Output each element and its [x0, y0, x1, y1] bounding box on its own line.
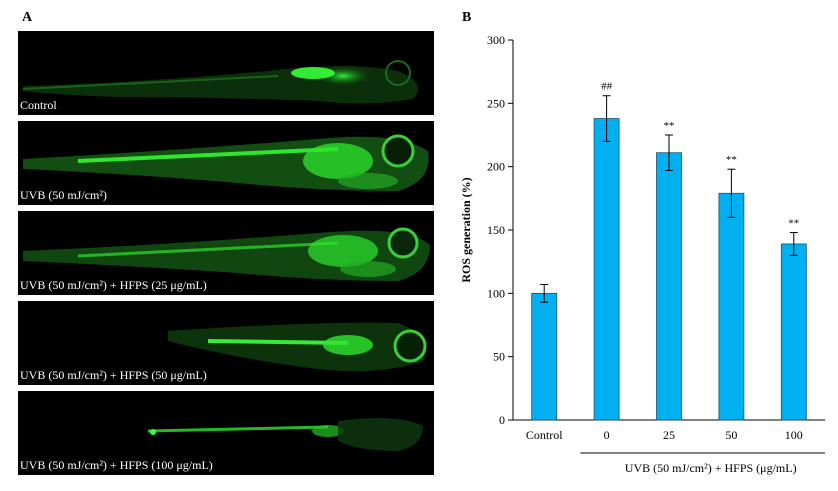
bar	[656, 152, 682, 421]
significance-label: ##	[601, 81, 613, 93]
bar	[780, 243, 807, 421]
x-tick-label: 100	[785, 428, 803, 442]
y-tick-label: 150	[487, 223, 505, 237]
fish-fluorescence-picture	[23, 227, 430, 281]
y-tick-label: 300	[487, 33, 505, 47]
x-tick-label: 0	[604, 428, 610, 442]
image-caption: Control	[20, 98, 57, 112]
significance-label: **	[726, 154, 737, 166]
x-axis-label: UVB (50 mJ/cm²) + HFPS (μg/mL)	[625, 461, 797, 475]
fish-fluorescence-picture	[147, 417, 423, 451]
fish-fluorescence-picture	[23, 134, 429, 191]
x-tick-label: Control	[526, 428, 563, 442]
bar	[593, 118, 620, 421]
fish-fluorescence-picture	[22, 60, 418, 104]
fish-fluorescence-picture	[168, 322, 427, 372]
significance-label: **	[788, 218, 799, 230]
zebrafish-image-hfps-50: UVB (50 mJ/cm²) + HFPS (50 μg/mL)	[18, 301, 434, 385]
zebrafish-image-hfps-100: UVB (50 mJ/cm²) + HFPS (100 μg/mL)	[18, 391, 434, 475]
y-tick-label: 200	[487, 160, 505, 174]
y-tick-label: 250	[487, 96, 505, 110]
bar	[531, 292, 558, 421]
zebrafish-image-control: Control	[18, 31, 434, 115]
y-tick-label: 50	[493, 350, 505, 364]
zebrafish-image-hfps-25: UVB (50 mJ/cm²) + HFPS (25 μg/mL)	[18, 211, 434, 295]
y-axis-label: ROS generation (%)	[459, 177, 473, 282]
panel-a-letter: A	[22, 10, 33, 25]
zebrafish-image-uvb: UVB (50 mJ/cm²)	[18, 121, 434, 205]
significance-label: **	[664, 120, 675, 132]
y-tick-label: 100	[487, 286, 505, 300]
x-tick-label: 50	[725, 428, 737, 442]
image-caption: UVB (50 mJ/cm²) + HFPS (50 μg/mL)	[20, 368, 207, 382]
panel-b-letter: B	[462, 10, 472, 25]
image-caption: UVB (50 mJ/cm²)	[20, 188, 107, 202]
image-caption: UVB (50 mJ/cm²) + HFPS (25 μg/mL)	[20, 278, 207, 292]
bar	[718, 192, 745, 421]
x-tick-label: 25	[663, 428, 675, 442]
y-tick-label: 0	[499, 413, 505, 427]
image-caption: UVB (50 mJ/cm²) + HFPS (100 μg/mL)	[20, 458, 213, 472]
